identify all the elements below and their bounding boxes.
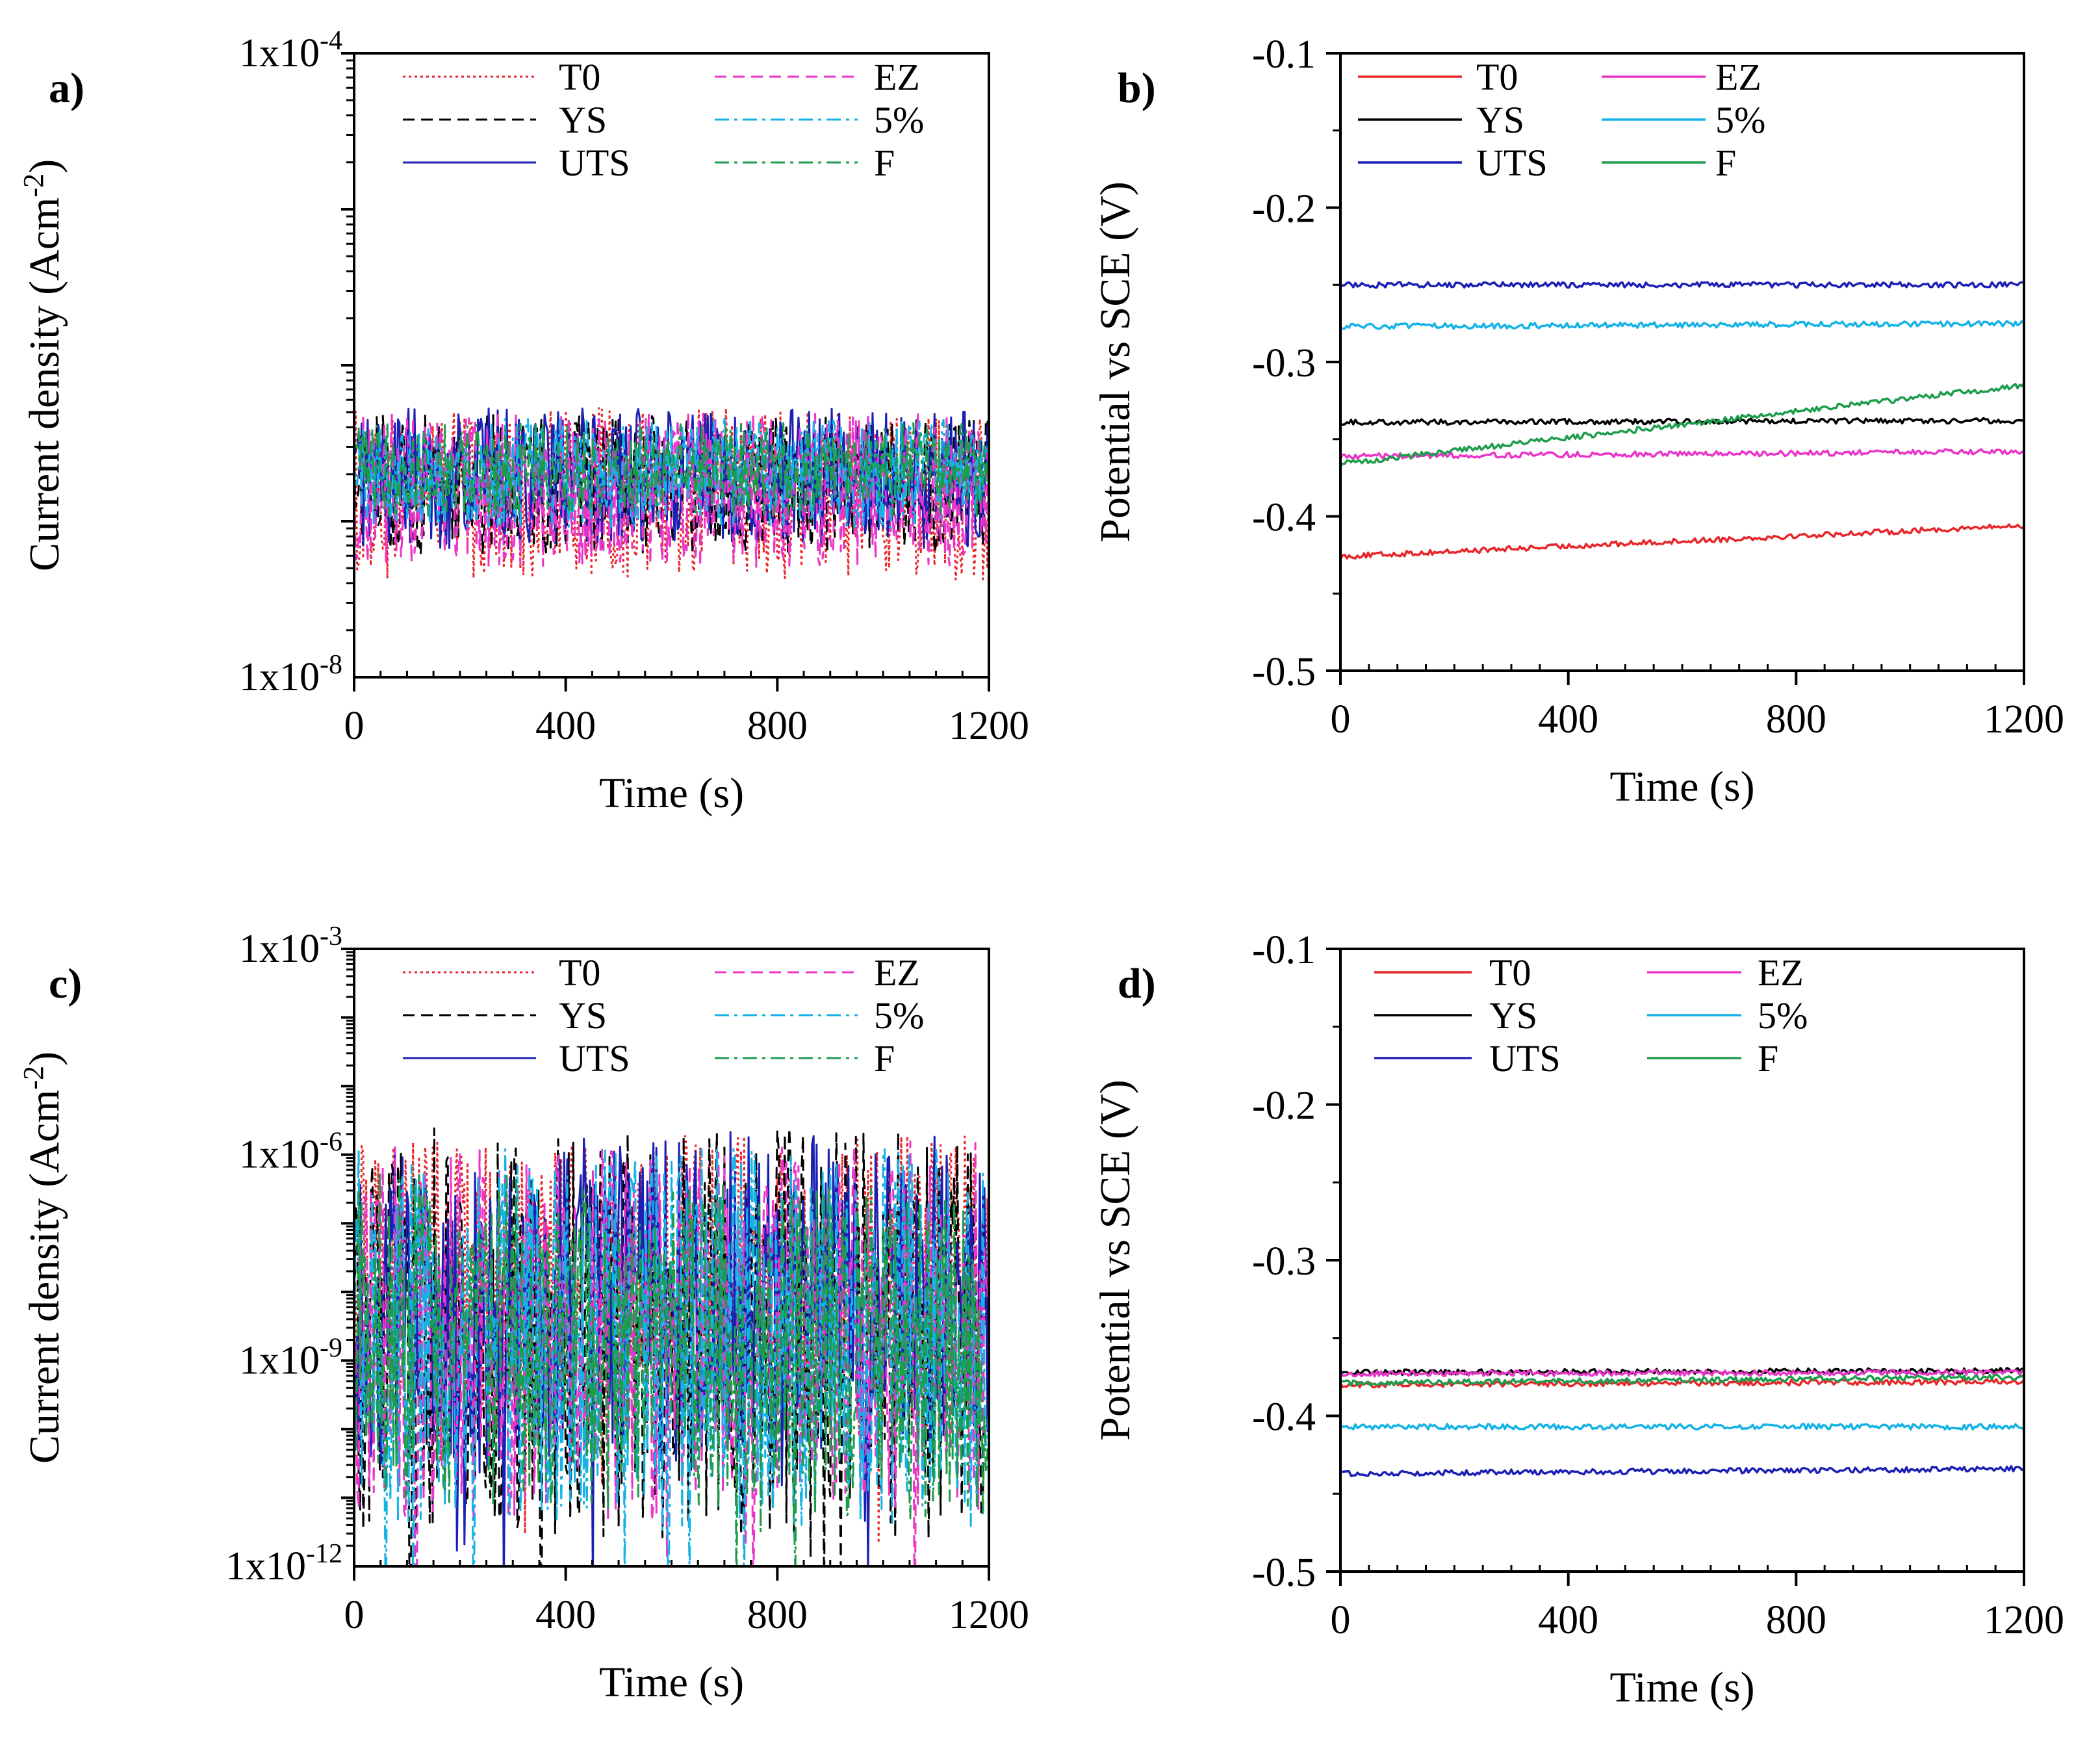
y-tick-label: -0.2 xyxy=(1252,1084,1316,1128)
x-axis-title: Time (s) xyxy=(599,1659,744,1706)
panel-letter: a) xyxy=(49,64,84,112)
legend-label-YS: YS xyxy=(559,994,607,1037)
plot-area xyxy=(1340,1367,2024,1477)
legend-label-5%: 5% xyxy=(1715,99,1765,141)
panel-b: 0 400 800 1200 -0.1 -0.2 -0.3 -0.4 -0.5 Time (s) P… xyxy=(1092,32,2064,810)
y-tick-label: 1x10-12 xyxy=(225,1539,342,1588)
y-tick-label: -0.1 xyxy=(1252,928,1316,972)
x-axis-title: Time (s) xyxy=(1609,1664,1754,1711)
y-axis-title: Current density (Acm-2) xyxy=(18,1052,68,1464)
plot-area xyxy=(354,1127,989,1566)
plot-area xyxy=(354,407,989,581)
legend-label-T0: T0 xyxy=(1489,951,1531,994)
y-tick-label: 1x10-8 xyxy=(239,650,342,699)
y-tick-label: -0.3 xyxy=(1252,1239,1316,1284)
x-axis-title: Time (s) xyxy=(599,770,744,817)
x-tick-label: 400 xyxy=(1538,697,1598,742)
legend-label-F: F xyxy=(874,1037,895,1080)
series-line-F xyxy=(354,422,989,517)
y-tick-label: 1x10-3 xyxy=(239,922,342,971)
legend-label-T0: T0 xyxy=(1476,56,1518,98)
y-tick-label: 1x10-6 xyxy=(239,1128,342,1177)
y-axis-title: Current density (Acm-2) xyxy=(18,159,68,571)
x-tick-label: 1200 xyxy=(1984,1598,2064,1642)
x-tick-label: 800 xyxy=(747,1593,808,1637)
series-line-T0 xyxy=(354,1135,989,1544)
legend-label-5%: 5% xyxy=(874,994,924,1037)
axes-frame xyxy=(1339,52,2025,672)
x-tick-label: 0 xyxy=(344,704,365,748)
y-tick-label: -0.1 xyxy=(1252,32,1316,77)
series-line-5% xyxy=(1340,1423,2024,1431)
legend-label-UTS: UTS xyxy=(1489,1037,1561,1080)
legend-label-YS: YS xyxy=(559,99,607,141)
series-line-UTS xyxy=(1340,1465,2024,1477)
y-tick-label: -0.5 xyxy=(1252,650,1316,694)
legend-label-EZ: EZ xyxy=(1715,56,1761,98)
series-line-F xyxy=(1340,382,2024,467)
x-tick-label: 800 xyxy=(1766,697,1826,742)
y-tick-label: -0.4 xyxy=(1252,1395,1316,1440)
axes-frame xyxy=(1339,948,2025,1573)
x-tick-label: 800 xyxy=(747,704,808,748)
y-axis-title: Potential vs SCE (V) xyxy=(1092,181,1139,543)
panel-c: 0 400 800 1200 1x10-3 1x10-6 1x10-9 1x10-12 Time… xyxy=(18,922,1029,1706)
series-line-5% xyxy=(354,417,989,529)
x-tick-label: 0 xyxy=(1331,697,1351,742)
x-tick-label: 400 xyxy=(535,1593,596,1637)
x-tick-label: 400 xyxy=(535,704,596,748)
series-line-EZ xyxy=(1340,1368,2024,1378)
panel-a: 0 400 800 1200 1x10-4 1x10-8 Time (s) Current d… xyxy=(18,26,1029,817)
panel-letter: b) xyxy=(1118,64,1156,112)
legend-label-UTS: UTS xyxy=(1476,142,1548,184)
series-line-UTS xyxy=(1340,281,2024,289)
series-line-F xyxy=(1340,1373,2024,1387)
legend-label-YS: YS xyxy=(1489,994,1537,1037)
series-line-5% xyxy=(1340,320,2024,330)
y-tick-label: -0.2 xyxy=(1252,187,1316,231)
series-line-T0 xyxy=(1340,523,2024,560)
legend-label-F: F xyxy=(1715,142,1736,184)
legend-label-UTS: UTS xyxy=(559,1037,630,1080)
legend-label-T0: T0 xyxy=(559,56,600,98)
plot-area xyxy=(1340,281,2024,560)
y-tick-label: 1x10-9 xyxy=(239,1333,342,1382)
series-line-EZ xyxy=(354,1140,989,1566)
panel-letter: d) xyxy=(1118,960,1156,1007)
x-tick-label: 400 xyxy=(1538,1598,1598,1642)
y-tick-label: -0.3 xyxy=(1252,341,1316,385)
legend-label-5%: 5% xyxy=(1758,994,1808,1037)
y-tick-label: -0.5 xyxy=(1252,1551,1316,1595)
legend-label-EZ: EZ xyxy=(874,951,920,994)
series-line-EZ xyxy=(1340,448,2024,460)
panel-d: 0 400 800 1200 -0.1 -0.2 -0.3 -0.4 -0.5 Time (s) P… xyxy=(1092,928,2064,1711)
legend-label-T0: T0 xyxy=(559,951,600,994)
x-tick-label: 1200 xyxy=(949,704,1029,748)
legend-label-EZ: EZ xyxy=(874,56,920,98)
x-tick-label: 0 xyxy=(1331,1598,1351,1642)
x-tick-label: 1200 xyxy=(949,1593,1029,1637)
x-tick-label: 0 xyxy=(344,1593,365,1637)
y-tick-label: 1x10-4 xyxy=(239,26,342,75)
legend-label-YS: YS xyxy=(1476,99,1524,141)
panel-letter: c) xyxy=(49,960,82,1007)
legend-label-5%: 5% xyxy=(874,99,924,141)
x-axis-title: Time (s) xyxy=(1609,763,1754,810)
legend-label-EZ: EZ xyxy=(1758,951,1804,994)
x-tick-label: 800 xyxy=(1766,1598,1826,1642)
y-tick-label: -0.4 xyxy=(1252,496,1316,540)
legend-label-F: F xyxy=(874,142,895,184)
legend-label-F: F xyxy=(1758,1037,1778,1080)
series-line-5% xyxy=(354,1147,989,1566)
y-axis-title: Potential vs SCE (V) xyxy=(1092,1080,1139,1441)
x-tick-label: 1200 xyxy=(1984,697,2064,742)
legend-label-UTS: UTS xyxy=(559,142,630,184)
series-line-F xyxy=(354,1171,989,1566)
